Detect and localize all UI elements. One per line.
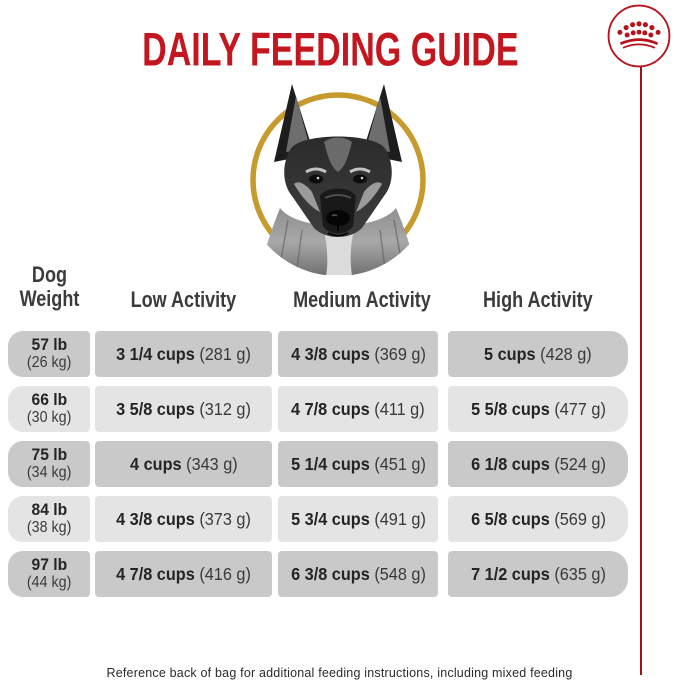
- low-cups: 4 7/8 cups: [116, 563, 195, 584]
- weight-lb: 97 lb: [31, 555, 67, 575]
- high-grams: (524 g): [553, 453, 606, 474]
- high-cups: 7 1/2 cups: [470, 563, 550, 584]
- low-grams: (373 g): [199, 508, 251, 529]
- header-medium-activity: Medium Activity: [293, 286, 431, 312]
- table-header-row: Dog Weight Low Activity Medium Activity H…: [8, 262, 628, 314]
- medium-grams: (369 g): [373, 343, 426, 364]
- medium-cups: 5 1/4 cups: [290, 453, 370, 474]
- weight-lb: 75 lb: [31, 445, 67, 465]
- low-cups: 4 3/8 cups: [116, 508, 195, 529]
- cell-low-activity: 3 5/8 cups (312 g): [95, 386, 272, 432]
- weight-lb: 84 lb: [31, 500, 67, 520]
- cell-medium-activity: 5 1/4 cups (451 g): [278, 441, 438, 487]
- cell-high-activity: 5 cups (428 g): [448, 331, 628, 377]
- footer-note: Reference back of bag for additional fee…: [106, 666, 573, 680]
- table-row: 97 lb (44 kg) 4 7/8 cups (416 g) 6 3/8 c…: [8, 551, 628, 597]
- cell-medium-activity: 6 3/8 cups (548 g): [278, 551, 438, 597]
- royal-canin-crown-logo-icon: [606, 3, 672, 69]
- low-cups: 3 1/4 cups: [116, 343, 195, 364]
- weight-lb: 57 lb: [31, 335, 67, 355]
- medium-grams: (548 g): [373, 563, 426, 584]
- cell-medium-activity: 5 3/4 cups (491 g): [278, 496, 438, 542]
- cell-high-activity: 6 5/8 cups (569 g): [448, 496, 628, 542]
- cell-low-activity: 4 7/8 cups (416 g): [95, 551, 272, 597]
- medium-cups: 6 3/8 cups: [290, 563, 370, 584]
- medium-cups: 5 3/4 cups: [290, 508, 370, 529]
- page-title: DAILY FEEDING GUIDE: [0, 22, 660, 76]
- low-grams: (281 g): [199, 343, 251, 364]
- medium-grams: (451 g): [373, 453, 426, 474]
- cell-dog-weight: 75 lb (34 kg): [8, 441, 90, 487]
- cell-low-activity: 4 3/8 cups (373 g): [95, 496, 272, 542]
- cell-high-activity: 6 1/8 cups (524 g): [448, 441, 628, 487]
- cell-dog-weight: 66 lb (30 kg): [8, 386, 90, 432]
- cell-low-activity: 3 1/4 cups (281 g): [95, 331, 272, 377]
- page-title-text: DAILY FEEDING GUIDE: [141, 22, 519, 76]
- vertical-red-rule: [640, 67, 642, 675]
- high-cups: 6 5/8 cups: [470, 508, 550, 529]
- high-grams: (569 g): [553, 508, 606, 529]
- table-row: 57 lb (26 kg) 3 1/4 cups (281 g) 4 3/8 c…: [8, 331, 628, 377]
- high-cups: 5 cups: [484, 343, 536, 364]
- table-row: 84 lb (38 kg) 4 3/8 cups (373 g) 5 3/4 c…: [8, 496, 628, 542]
- weight-lb: 66 lb: [31, 390, 67, 410]
- table-row: 75 lb (34 kg) 4 cups (343 g) 5 1/4 cups …: [8, 441, 628, 487]
- cell-high-activity: 5 5/8 cups (477 g): [448, 386, 628, 432]
- low-grams: (343 g): [185, 453, 238, 474]
- medium-cups: 4 3/8 cups: [290, 343, 370, 364]
- weight-kg: (38 kg): [26, 518, 72, 536]
- cell-dog-weight: 97 lb (44 kg): [8, 551, 90, 597]
- weight-kg: (26 kg): [26, 353, 72, 371]
- cell-low-activity: 4 cups (343 g): [95, 441, 272, 487]
- cell-high-activity: 7 1/2 cups (635 g): [448, 551, 628, 597]
- low-grams: (416 g): [199, 563, 251, 584]
- high-cups: 6 1/8 cups: [470, 453, 550, 474]
- cell-dog-weight: 57 lb (26 kg): [8, 331, 90, 377]
- cell-medium-activity: 4 7/8 cups (411 g): [278, 386, 438, 432]
- table-row: 66 lb (30 kg) 3 5/8 cups (312 g) 4 7/8 c…: [8, 386, 628, 432]
- low-grams: (312 g): [199, 398, 251, 419]
- weight-kg: (34 kg): [26, 463, 72, 481]
- medium-cups: 4 7/8 cups: [291, 398, 370, 419]
- medium-grams: (491 g): [373, 508, 426, 529]
- header-low-activity: Low Activity: [130, 286, 237, 312]
- weight-kg: (30 kg): [26, 408, 72, 426]
- german-shepherd-illustration: [228, 80, 448, 276]
- header-high-activity: High Activity: [483, 286, 593, 312]
- low-cups: 3 5/8 cups: [116, 398, 195, 419]
- feeding-table: 57 lb (26 kg) 3 1/4 cups (281 g) 4 3/8 c…: [8, 331, 628, 606]
- medium-grams: (411 g): [374, 398, 425, 419]
- low-cups: 4 cups: [129, 453, 182, 474]
- high-grams: (477 g): [553, 398, 606, 419]
- weight-kg: (44 kg): [26, 573, 72, 591]
- cell-medium-activity: 4 3/8 cups (369 g): [278, 331, 438, 377]
- cell-dog-weight: 84 lb (38 kg): [8, 496, 90, 542]
- high-grams: (635 g): [553, 563, 606, 584]
- header-dog-weight: Dog Weight: [19, 261, 79, 312]
- high-cups: 5 5/8 cups: [470, 398, 550, 419]
- high-grams: (428 g): [540, 343, 592, 364]
